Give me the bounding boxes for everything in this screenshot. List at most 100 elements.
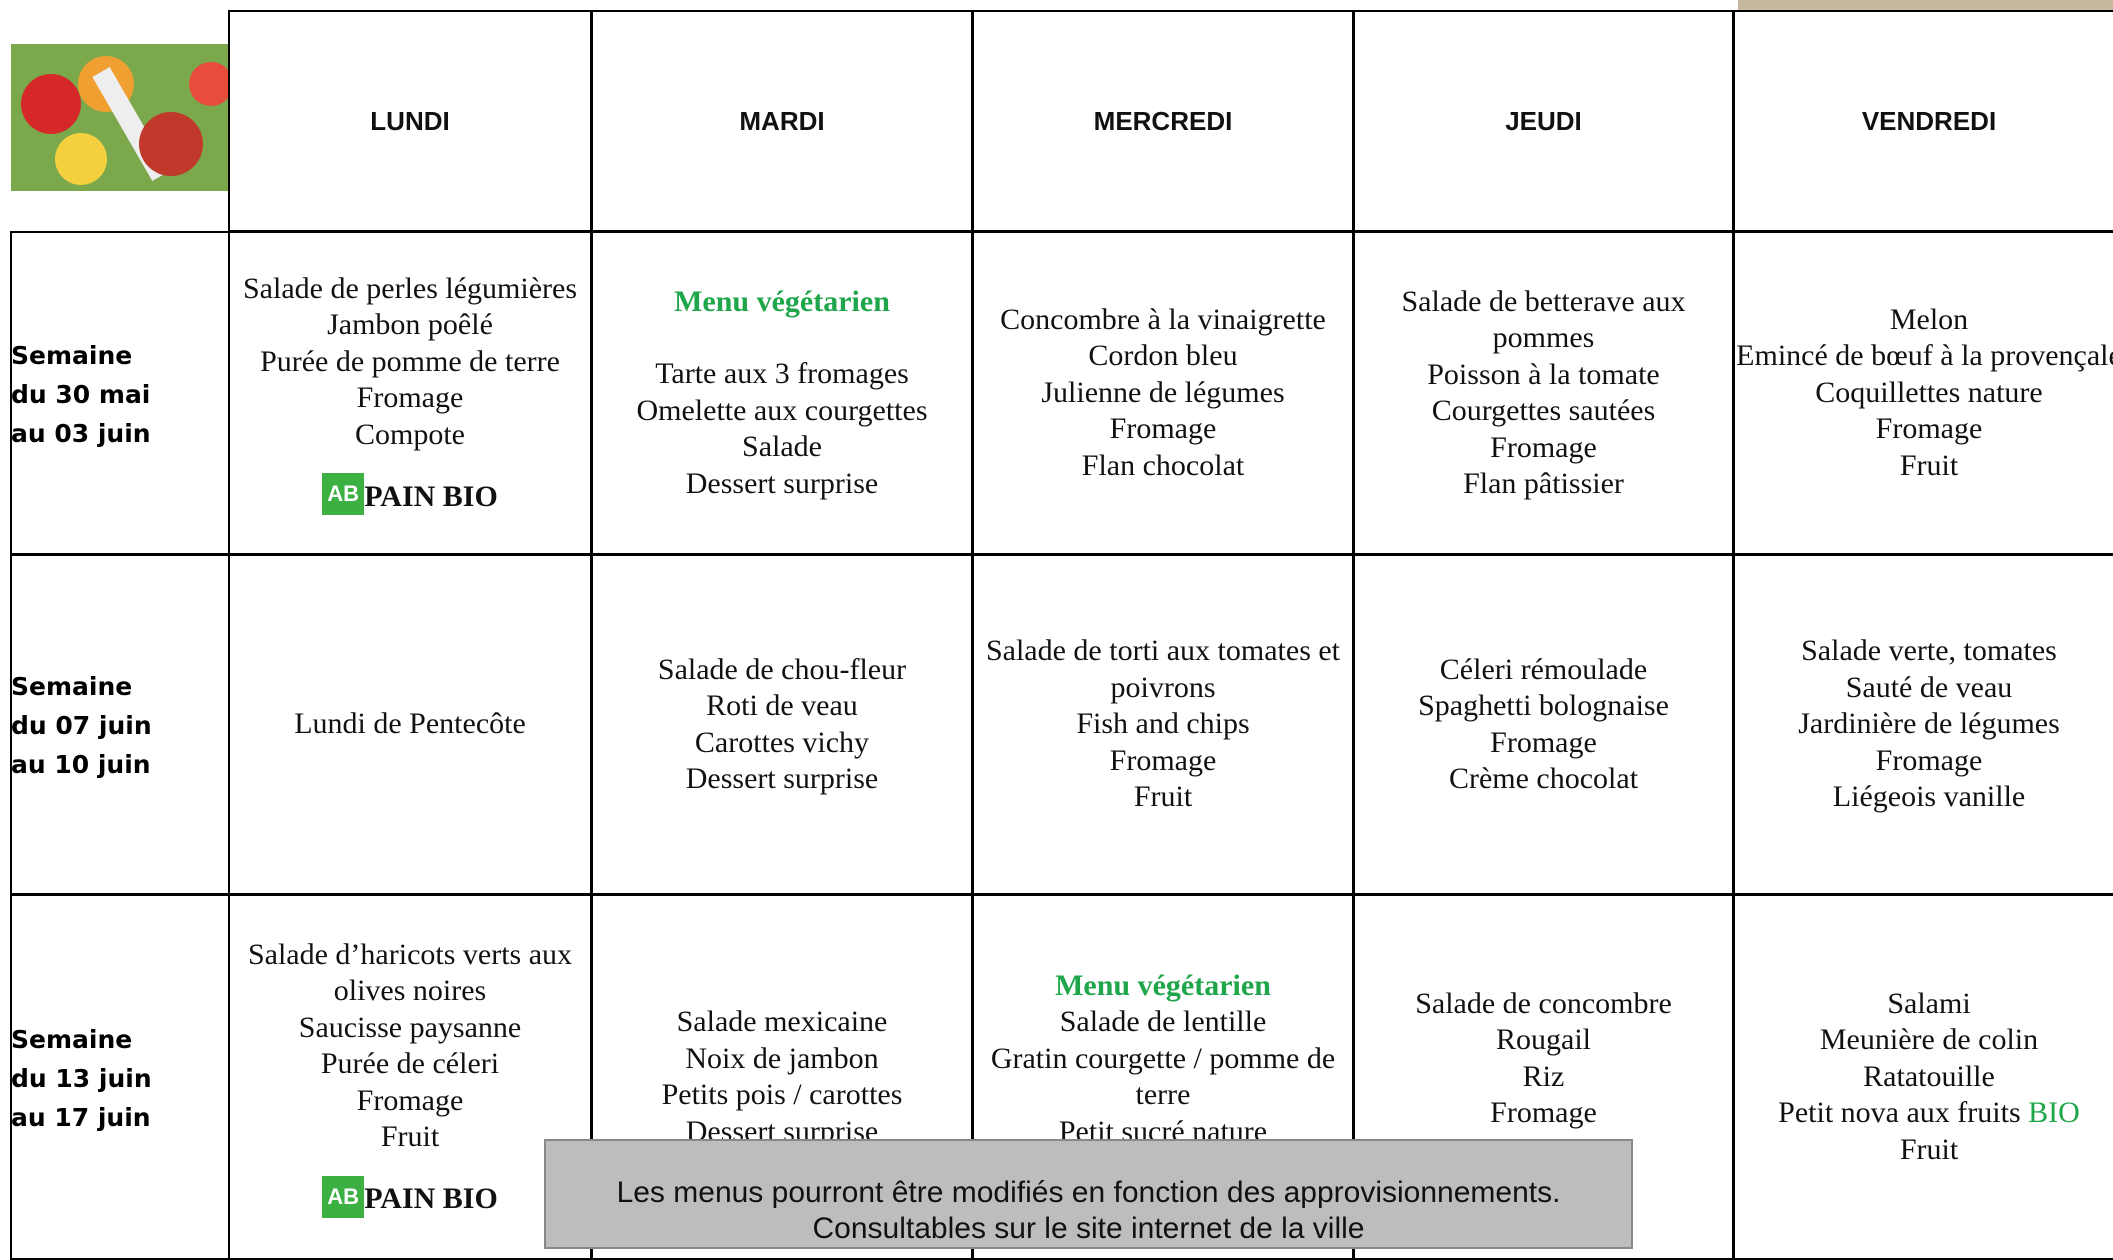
menu-item: Fruit — [1133, 780, 1193, 814]
menu-item: Noix de jambon — [685, 1041, 879, 1075]
ab-logo: AB — [322, 473, 365, 516]
notice-line: Les menus pourront être modifiés en fonc… — [616, 1176, 1561, 1209]
week-label-line: au 10 juin — [11, 750, 151, 779]
menu-heading: Menu végétarien — [1055, 968, 1271, 1002]
menu-item: Fromage — [356, 1083, 464, 1117]
menu-item: Dessert surprise — [685, 762, 879, 795]
day-label: VENDREDI — [1861, 105, 1997, 136]
menu-item: Ratatouille — [1863, 1059, 1995, 1093]
notice-line: Consultables sur le site internet de la … — [812, 1212, 1365, 1245]
bio-badge: AB PAIN BIO — [322, 473, 498, 516]
menu-item: Sauté de veau — [1845, 670, 2013, 704]
week-label-line: Semaine — [11, 1024, 133, 1054]
menu-item: Omelette aux courgettes — [636, 393, 928, 427]
menu-item: Céleri rémoulade — [1439, 652, 1648, 686]
week-label-line: au 17 juin — [11, 1102, 151, 1132]
menu-item: Fruit — [1899, 1132, 1959, 1166]
menu-cell: Salade de torti aux tomates et poivrons F… — [972, 554, 1354, 895]
menu-item: Fromage — [1875, 412, 1983, 446]
menu-item: Salami — [1887, 986, 1971, 1020]
menu-item: Salade de perles légumières — [242, 271, 578, 305]
menu-item: Concombre à la vinaigrette — [1000, 302, 1326, 336]
week-label: Semaine du 07 juin au 10 juin — [11, 667, 152, 784]
corner-image — [1738, 0, 2113, 11]
badge-text: PAIN BIO — [364, 1182, 498, 1215]
menu-item: Fromage — [1875, 743, 1983, 777]
menu-item: Salade mexicaine — [676, 1005, 888, 1038]
menu-item: Fromage — [1490, 430, 1597, 464]
day-label: LUNDI — [370, 105, 450, 136]
week-label-line: du 07 juin — [11, 711, 152, 740]
menu-cell: Salade de chou-fleur Roti de veau Carottes… — [591, 554, 973, 895]
menu-cell: Salade de betterave aux pommes Poisson à … — [1353, 231, 1734, 555]
menu-item: Emincé de bœuf à la provençale — [1736, 339, 2113, 373]
menu-item: Fromage — [1109, 412, 1217, 446]
menu-cell: Salade de perles légumières Jambon poêlé P… — [228, 231, 592, 555]
badge-text: PAIN BIO — [364, 479, 498, 513]
menu-item: Fish and chips — [1076, 707, 1250, 741]
menu-item: Roti de veau — [706, 689, 858, 722]
week-label-line: du 13 juin — [11, 1063, 152, 1093]
menu-item: Coquillettes nature — [1815, 375, 2043, 409]
menu-item: Spaghetti bolognaise — [1418, 689, 1669, 722]
menu-cell: Concombre à la vinaigrette Cordon bleu Jul… — [972, 231, 1354, 555]
menu-item: Melon — [1889, 302, 1969, 336]
menu-item: Rougail — [1496, 1023, 1591, 1057]
menu-item: Fromage — [1490, 1096, 1597, 1130]
week-label: Semaine du 30 mai au 03 juin — [11, 336, 151, 453]
menu-item: Fromage — [1490, 725, 1597, 759]
menu-item: Compote — [355, 417, 465, 451]
vegetables-image — [11, 44, 229, 191]
menu-item: Jardinière de légumes — [1798, 707, 2060, 741]
week-label-line: Semaine — [11, 672, 133, 701]
menu-item: Salade de torti aux tomates et poivrons — [985, 634, 1341, 704]
menu-item: Jambon poêlé — [327, 308, 493, 342]
day-header: JEUDI — [1353, 10, 1734, 232]
menu-item: Salade — [742, 430, 822, 464]
week-label-line: au 03 juin — [11, 418, 151, 448]
menu-item: Tarte aux 3 fromages — [655, 357, 909, 391]
menu-item: Fruit — [1899, 448, 1959, 482]
menu-item: Salade de concombre — [1415, 986, 1672, 1020]
menu-item: Crème chocolat — [1448, 762, 1639, 795]
menu-heading: Menu végétarien — [674, 284, 890, 318]
ab-logo: AB — [322, 1175, 365, 1218]
menu-item: Dessert surprise — [685, 466, 879, 500]
menu-item: Purée de céleri — [320, 1047, 500, 1080]
menu-item: Salade de betterave aux pommes — [1401, 284, 1686, 355]
menu-cell: Salade verte, tomates Sauté de veau Jardin… — [1733, 554, 2113, 895]
menu-cell: Céleri rémoulade Spaghetti bolognaise From… — [1353, 554, 1734, 895]
menu-item: Flan chocolat — [1081, 448, 1245, 482]
week-label-line: du 30 mai — [11, 379, 151, 409]
day-label: MARDI — [739, 105, 825, 136]
menu-item: Petits pois / carottes — [661, 1078, 903, 1111]
menu-item: Saucisse paysanne — [298, 1010, 522, 1044]
menu-item: Salade de chou-fleur — [657, 652, 907, 686]
menu-item: Lundi de Pentecôte — [294, 707, 526, 741]
menu-item: Riz — [1522, 1059, 1565, 1093]
menu-cell: Menu végétarien Tarte aux 3 fromages Omele… — [591, 231, 973, 555]
menu-item: Purée de pomme de terre — [260, 344, 560, 378]
day-label: MERCREDI — [1093, 105, 1233, 136]
menu-item-text: Petit nova aux fruits — [1778, 1096, 2021, 1130]
menu-item: Salade verte, tomates — [1801, 634, 2057, 668]
menu-item: Petit nova aux fruits BIO — [1778, 1095, 2080, 1132]
week-label: Semaine du 13 juin au 17 juin — [11, 1020, 152, 1137]
menu-item: Flan pâtissier — [1463, 467, 1624, 500]
menu-item: Courgettes sautées — [1431, 394, 1656, 427]
menu-item: Carottes vichy — [694, 725, 870, 759]
menu-item: Salade d’haricots verts aux olives noire… — [247, 937, 573, 1008]
menu-item: Julienne de légumes — [1041, 375, 1285, 409]
menu-item: Fromage — [356, 381, 464, 415]
day-header: MERCREDI — [972, 10, 1354, 232]
menu-cell: Lundi de Pentecôte — [228, 554, 592, 895]
day-label: JEUDI — [1505, 105, 1582, 136]
menu-cell: Salade d’haricots verts aux olives noire… — [228, 894, 592, 1260]
menu-item: Salade de lentille — [1059, 1005, 1267, 1038]
page: LUNDI MARDI MERCREDI JEUDI VENDREDI Semaine du… — [10, 0, 2113, 1260]
day-header: LUNDI — [228, 10, 592, 232]
week-label-line: Semaine — [11, 340, 133, 370]
menu-cell: Salami Meunière de colin Ratatouille Petit … — [1733, 894, 2113, 1260]
menu-item: Fruit — [380, 1120, 440, 1153]
notice-box: Les menus pourront être modifiés en fonc… — [544, 1139, 1633, 1249]
